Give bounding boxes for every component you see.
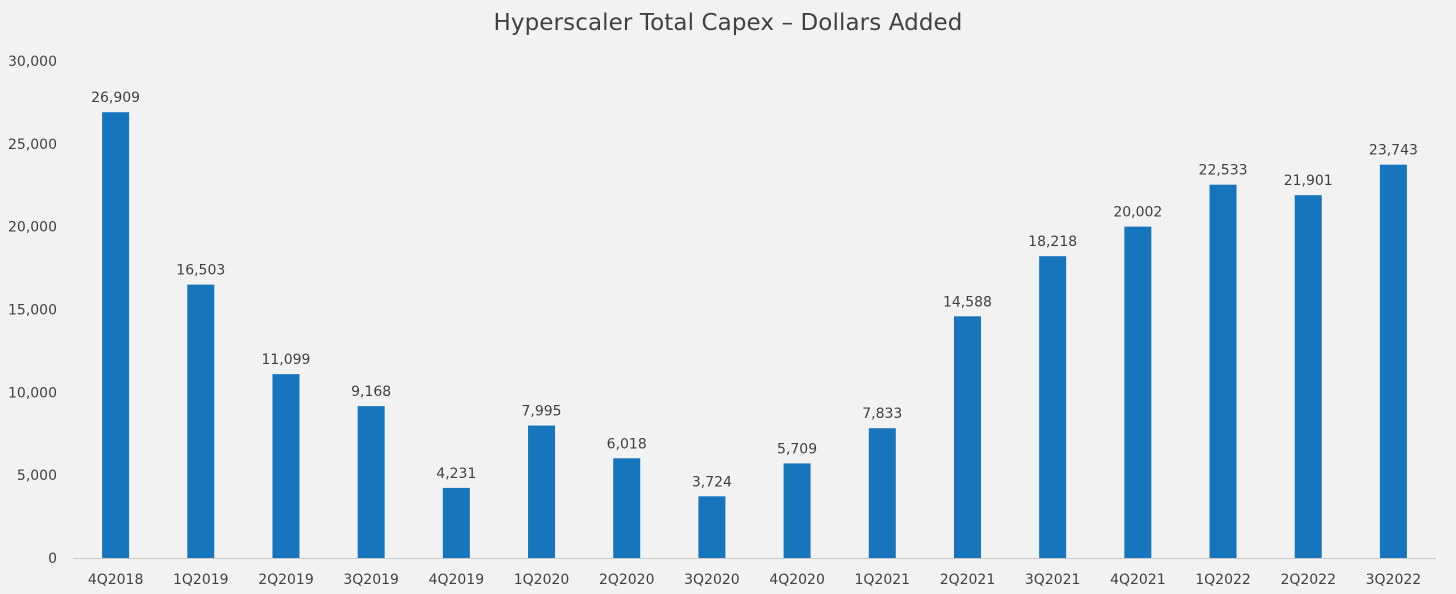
data-label: 20,002 (1113, 205, 1162, 221)
x-tick-label: 2Q2022 (1280, 572, 1336, 588)
data-label: 18,218 (1028, 234, 1077, 250)
data-label: 21,901 (1284, 173, 1333, 189)
bar (698, 496, 726, 558)
data-label: 5,709 (777, 441, 817, 457)
data-label: 7,833 (862, 406, 902, 422)
data-label: 14,588 (943, 294, 992, 310)
bar (1379, 164, 1407, 558)
bar (528, 425, 556, 558)
x-tick-label: 4Q2018 (88, 572, 144, 588)
data-label: 7,995 (521, 404, 561, 420)
data-label: 9,168 (351, 384, 391, 400)
x-tick-label: 2Q2019 (258, 572, 314, 588)
data-label: 22,533 (1199, 163, 1248, 179)
y-tick-label: 25,000 (8, 137, 57, 153)
bar (613, 458, 641, 558)
y-tick-label: 30,000 (8, 54, 57, 70)
bar (1124, 226, 1152, 558)
x-tick-label: 1Q2022 (1195, 572, 1251, 588)
y-tick-label: 20,000 (8, 220, 57, 236)
y-tick-label: 15,000 (8, 303, 57, 319)
data-label: 3,724 (692, 474, 732, 490)
bar (1294, 195, 1322, 558)
x-tick-label: 4Q2020 (769, 572, 825, 588)
data-label: 4,231 (436, 466, 476, 482)
x-tick-label: 1Q2019 (173, 572, 229, 588)
chart-title: Hyperscaler Total Capex – Dollars Added (493, 10, 963, 36)
data-label: 23,743 (1369, 143, 1418, 159)
bar (187, 284, 215, 558)
y-tick-label: 0 (48, 551, 57, 567)
x-tick-label: 3Q2020 (684, 572, 740, 588)
data-label: 6,018 (607, 436, 647, 452)
y-tick-label: 10,000 (8, 385, 57, 401)
bar (357, 406, 385, 558)
bar (442, 487, 470, 558)
x-tick-label: 3Q2021 (1025, 572, 1081, 588)
x-tick-label: 3Q2019 (343, 572, 399, 588)
data-label: 11,099 (261, 352, 310, 368)
x-tick-label: 1Q2020 (514, 572, 570, 588)
x-tick-label: 2Q2020 (599, 572, 655, 588)
bar (102, 112, 130, 558)
x-tick-label: 1Q2021 (855, 572, 911, 588)
bar (272, 374, 300, 558)
bar (953, 316, 981, 558)
bar (1209, 184, 1237, 558)
data-label: 16,503 (176, 263, 225, 279)
y-tick-label: 5,000 (17, 468, 57, 484)
bar (868, 428, 896, 558)
bar (783, 463, 811, 558)
x-tick-label: 3Q2022 (1366, 572, 1422, 588)
x-tick-label: 4Q2019 (429, 572, 485, 588)
x-tick-label: 2Q2021 (940, 572, 996, 588)
bar (1039, 256, 1067, 558)
x-tick-label: 4Q2021 (1110, 572, 1166, 588)
data-label: 26,909 (91, 90, 140, 106)
